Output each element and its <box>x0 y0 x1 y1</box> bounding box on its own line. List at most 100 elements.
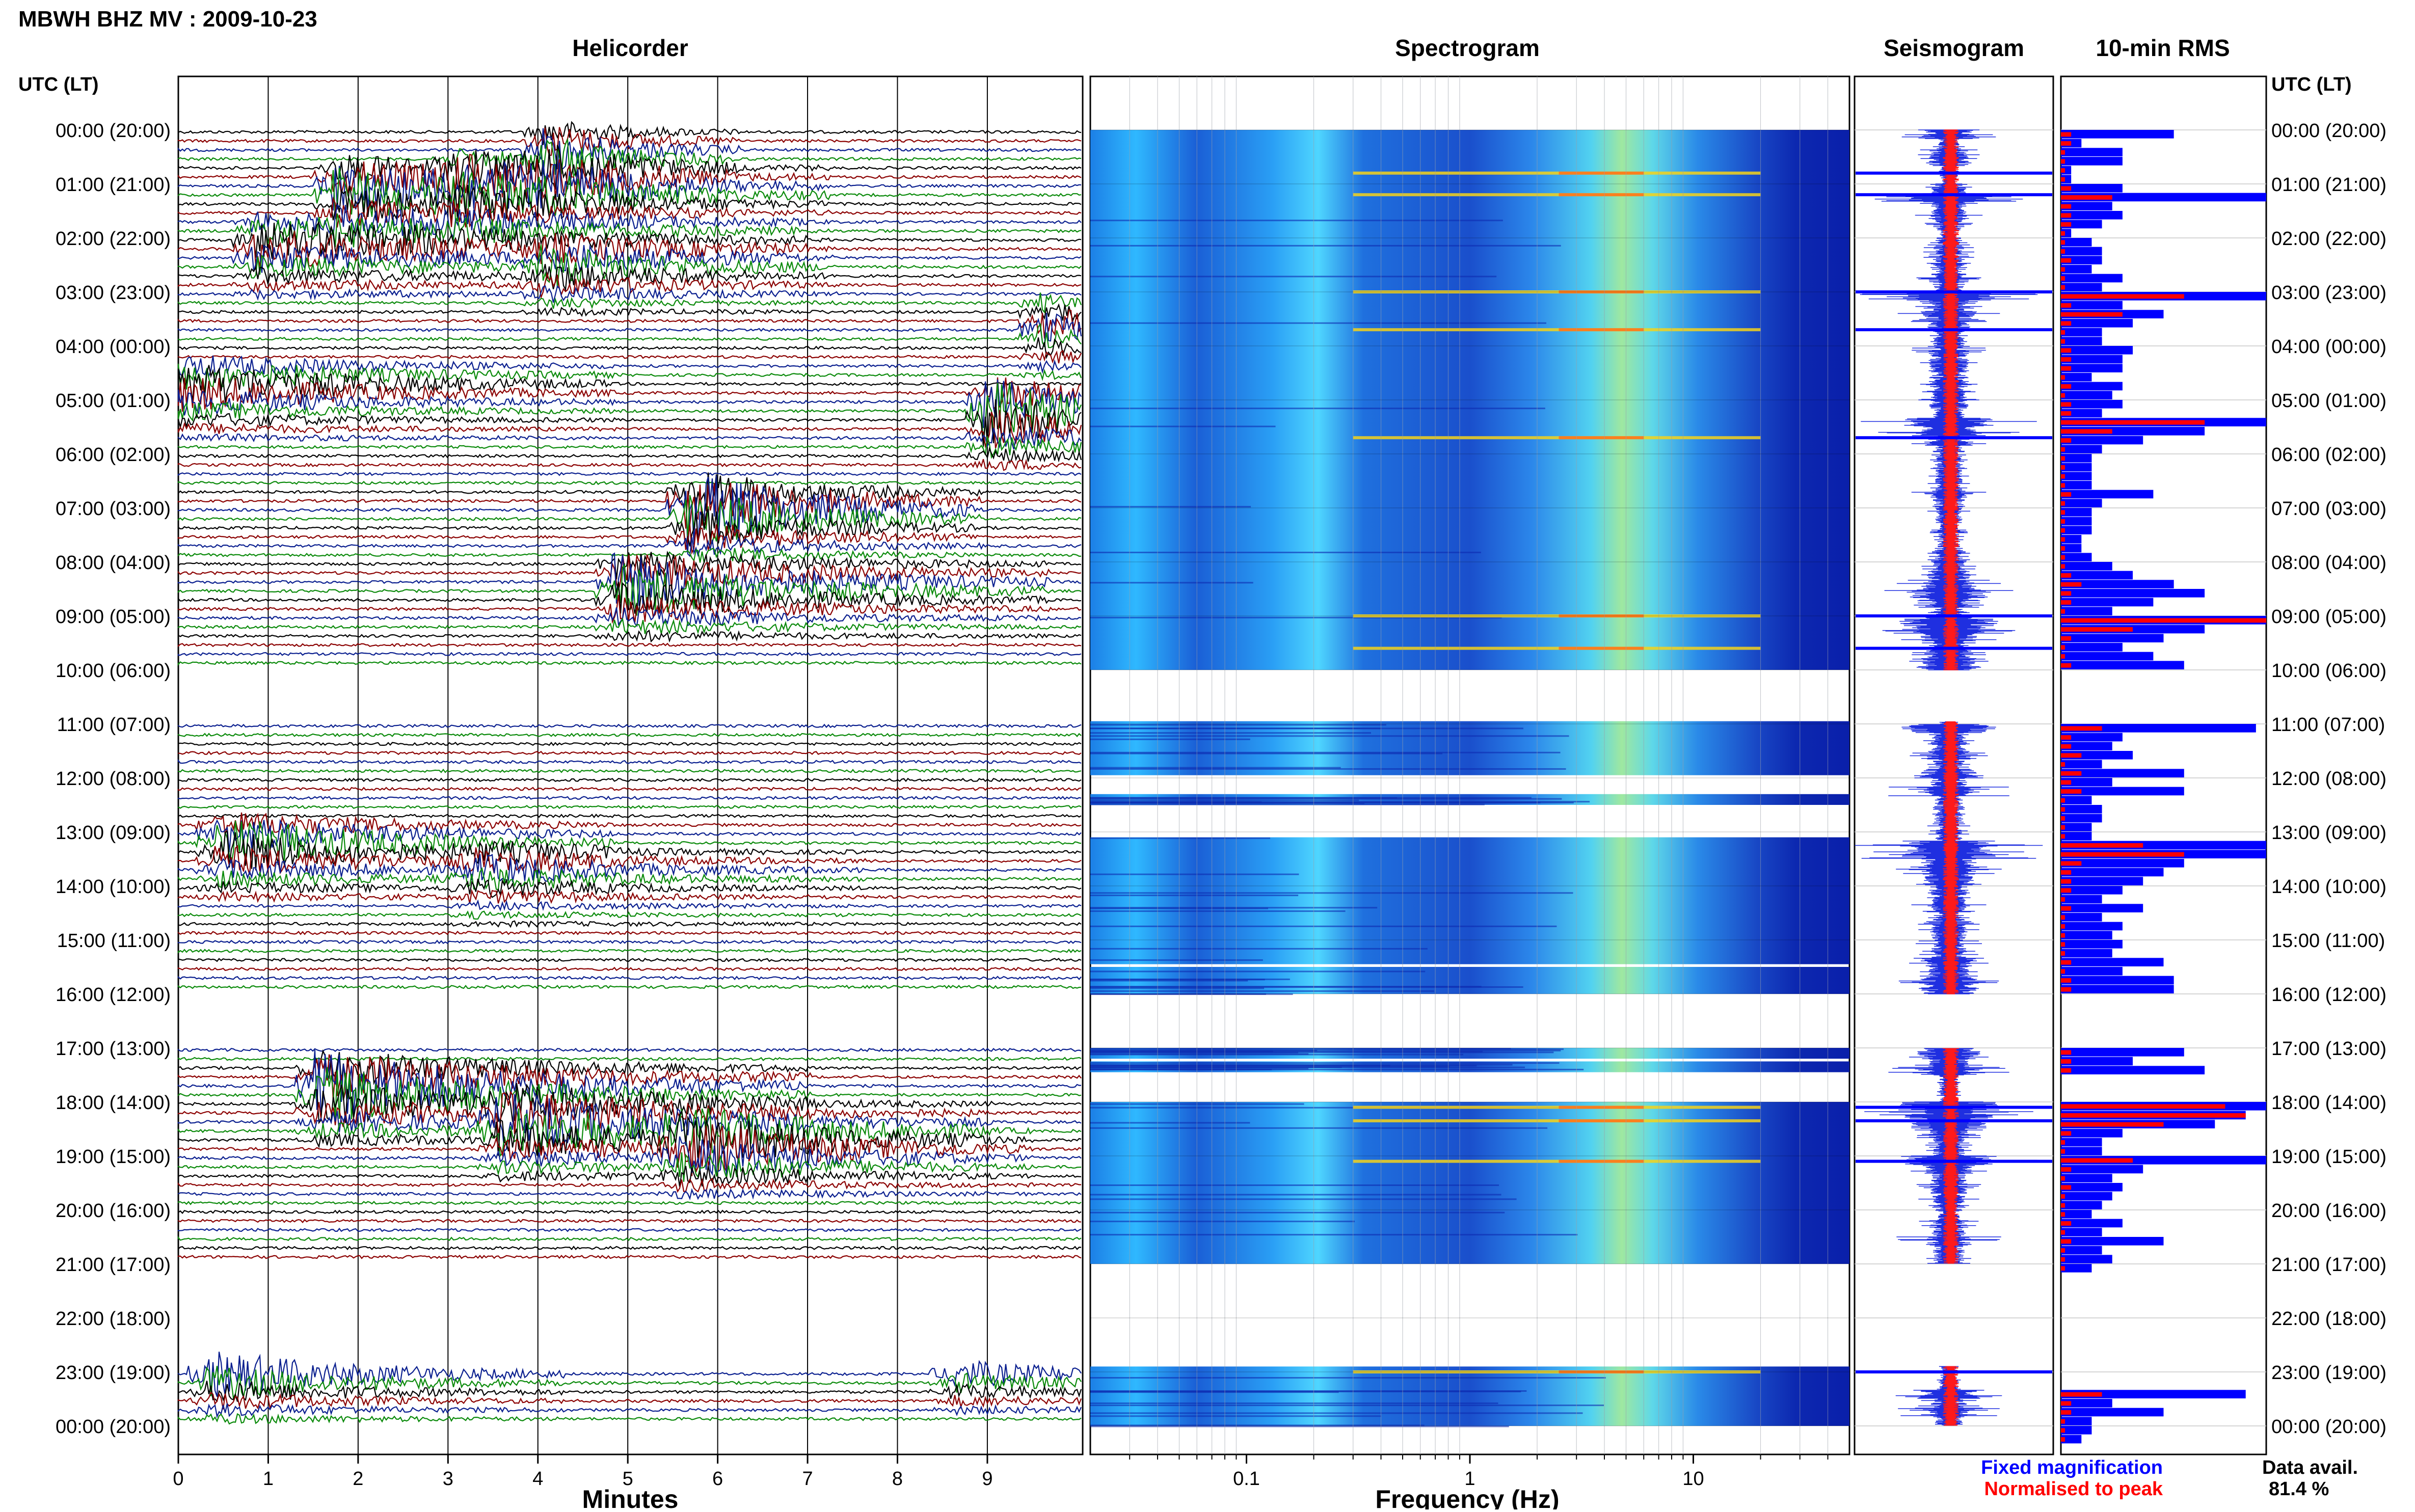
rms-normalised-bar <box>2061 798 2065 803</box>
seismogram-event-line <box>1856 193 2052 197</box>
rms-fixed-bar <box>2061 1174 2112 1182</box>
rms-normalised-bar <box>2061 501 2065 506</box>
spectrogram-streak <box>1090 727 1523 730</box>
rms-normalised-bar <box>2061 366 2072 371</box>
spectrogram-panel: 0.1 1 10 <box>1089 75 1850 1490</box>
time-label-right: 20:00 (16:00) <box>2271 1200 2386 1222</box>
helicorder-trace <box>177 750 1082 755</box>
helicorder-trace <box>177 1054 1082 1101</box>
spectrogram-streak <box>1090 1053 1309 1055</box>
rms-fixed-bar <box>2061 436 2143 445</box>
spectrogram-data-block <box>1090 837 1849 964</box>
helicorder-trace <box>177 399 1082 446</box>
time-label-right: 04:00 (00:00) <box>2271 336 2386 358</box>
rms-normalised-bar <box>2061 573 2072 578</box>
helicorder-trace <box>177 1209 1082 1214</box>
time-label-left: 01:00 (21:00) <box>56 174 171 196</box>
helicorder-x-tick-label: 2 <box>353 1468 363 1490</box>
spectrogram-streak <box>1090 1065 1477 1067</box>
spectrogram-event-band <box>1353 328 1761 332</box>
spectrogram-streak <box>1090 408 1545 410</box>
spectrogram-streak <box>1090 979 1265 981</box>
helicorder-x-tick-label: 1 <box>263 1468 274 1490</box>
time-label-left: 12:00 (08:00) <box>56 768 171 790</box>
spectrogram-streak <box>1090 1184 1499 1186</box>
rms-fixed-bar <box>2061 355 2123 364</box>
rms-normalised-bar <box>2061 150 2065 155</box>
rms-fixed-bar <box>2061 868 2164 877</box>
helicorder-trace <box>177 183 1082 224</box>
spectrogram-event-band <box>1353 1370 1761 1373</box>
rms-fixed-bar <box>2061 526 2092 534</box>
rms-normalised-bar <box>2061 1410 2072 1415</box>
spectrogram-streak <box>1090 738 1250 740</box>
time-label-right: 01:00 (21:00) <box>2271 174 2386 196</box>
rms-fixed-bar <box>2061 796 2092 804</box>
rms-fixed-bar <box>2061 1129 2123 1138</box>
helicorder-trace <box>177 458 1082 471</box>
rms-fixed-bar <box>2061 1408 2164 1417</box>
helicorder-trace <box>177 562 1082 616</box>
rms-normalised-bar <box>2061 1212 2065 1217</box>
rms-normalised-bar <box>2061 915 2065 920</box>
helicorder-trace <box>177 292 1082 314</box>
spectrogram-streak <box>1090 892 1573 894</box>
helicorder-trace <box>177 168 1082 222</box>
spectrogram-streak <box>1090 801 1590 803</box>
spectrogram-streak <box>1090 1198 1517 1200</box>
spectrogram-streak <box>1090 551 1481 553</box>
rms-fixed-bar <box>2061 463 2092 472</box>
spectrogram-streak <box>1090 735 1569 737</box>
helicorder-trace <box>177 723 1082 728</box>
rms-normalised-bar <box>2061 762 2065 767</box>
rms-normalised-bar <box>2061 1419 2065 1424</box>
rms-normalised-bar <box>2061 1122 2164 1127</box>
rms-normalised-bar <box>2061 1185 2072 1190</box>
time-label-left: 06:00 (02:00) <box>56 444 171 466</box>
rms-fixed-bar <box>2061 373 2092 382</box>
spectrogram-streak <box>1090 752 1443 754</box>
rms-fixed-bar <box>2061 832 2092 841</box>
spectrogram-streak <box>1090 797 1398 799</box>
rms-fixed-bar <box>2061 652 2154 661</box>
helicorder-x-tick-label: 3 <box>443 1468 453 1490</box>
spectrogram-streak <box>1090 1122 1250 1124</box>
rms-normalised-bar <box>2061 852 2184 857</box>
rms-normalised-bar <box>2061 177 2065 182</box>
helicorder-trace <box>177 819 1082 852</box>
rms-fixed-bar <box>2061 499 2102 507</box>
rms-normalised-bar <box>2061 1437 2065 1442</box>
helicorder-trace <box>177 213 1082 248</box>
rms-normalised-bar <box>2061 132 2072 137</box>
helicorder-trace <box>177 976 1082 981</box>
rms-normalised-bar <box>2061 933 2065 938</box>
time-label-left: 00:00 (20:00) <box>56 1416 171 1438</box>
rms-normalised-bar <box>2061 456 2065 461</box>
helicorder-trace <box>177 777 1082 782</box>
rms-fixed-bar <box>2061 238 2092 247</box>
rms-fixed-bar <box>2061 1426 2092 1435</box>
seismogram-event-line <box>1856 436 2052 440</box>
time-label-left: 07:00 (03:00) <box>56 498 171 520</box>
spectrogram-streak <box>1090 986 1482 988</box>
rms-normalised-bar <box>2061 879 2072 884</box>
helicorder-trace <box>177 899 1082 912</box>
rms-fixed-bar <box>2061 472 2092 480</box>
spectrogram-streak <box>1090 1050 1483 1052</box>
rms-normalised-bar <box>2061 960 2072 965</box>
spectrogram-streak <box>1090 1106 1610 1109</box>
helicorder-trace <box>177 812 1082 836</box>
helicorder-trace <box>177 427 1082 450</box>
rms-fixed-bar <box>2061 211 2123 220</box>
utc-lt-label-right: UTC (LT) <box>2271 74 2352 95</box>
rms-fixed-bar <box>2061 1255 2112 1263</box>
rms-normalised-bar <box>2061 384 2072 389</box>
rms-fixed-bar <box>2061 904 2143 912</box>
spectrogram-streak <box>1090 1425 1509 1427</box>
rms-fixed-bar <box>2061 1435 2082 1444</box>
time-label-left: 02:00 (22:00) <box>56 228 171 250</box>
seismogram-title: Seismogram <box>1884 35 2024 61</box>
rms-fixed-bar <box>2061 148 2123 156</box>
rms-normalised-bar <box>2061 321 2072 326</box>
